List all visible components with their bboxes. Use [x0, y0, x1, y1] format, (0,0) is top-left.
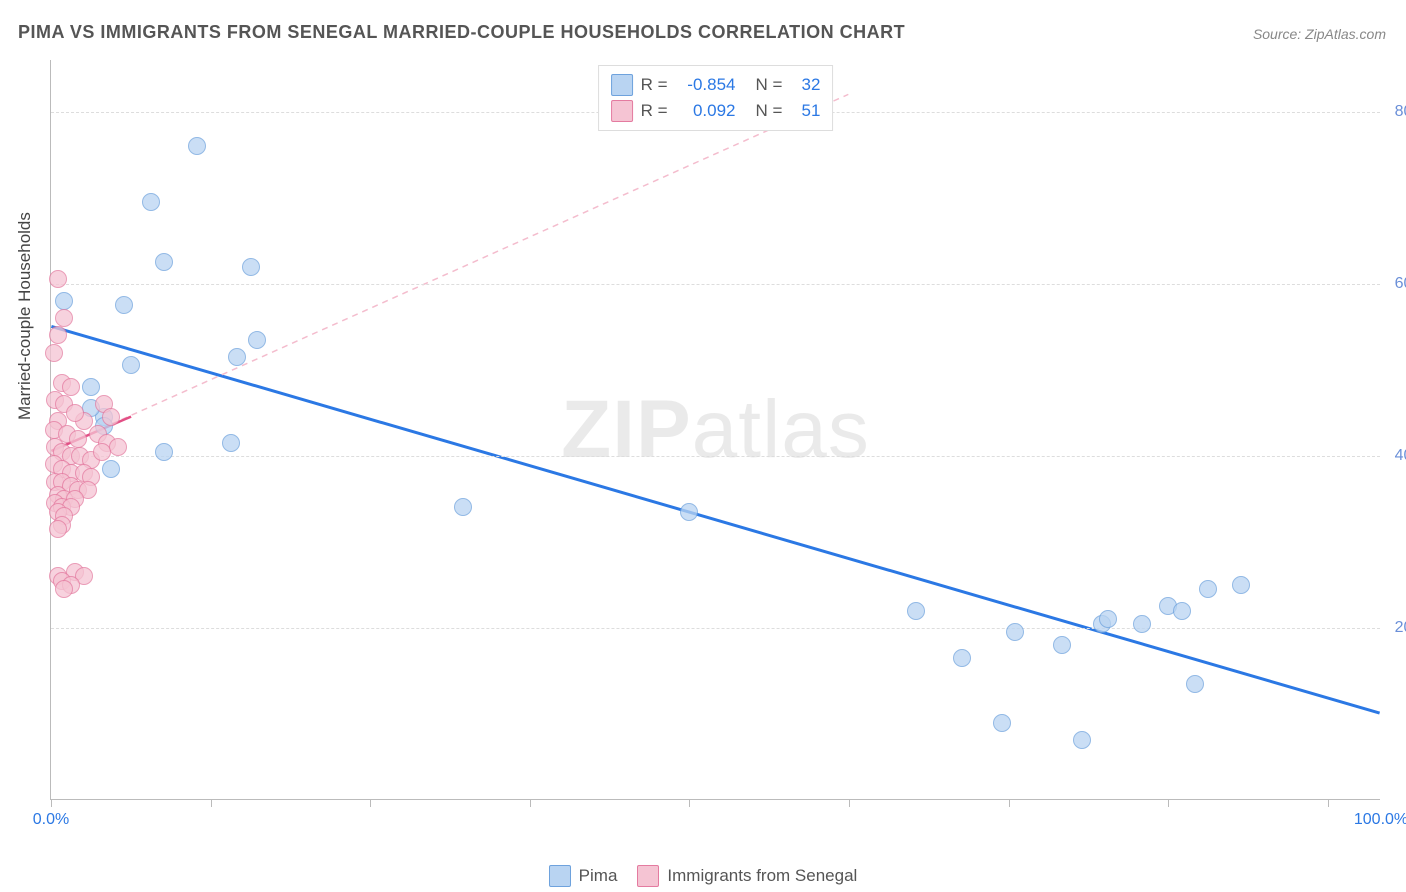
correlation-legend: R = -0.854 N = 32 R = 0.092 N = 51: [598, 65, 834, 131]
data-point: [93, 443, 111, 461]
series-legend: Pima Immigrants from Senegal: [0, 865, 1406, 887]
data-point: [45, 344, 63, 362]
data-point: [82, 378, 100, 396]
data-point: [55, 309, 73, 327]
data-point: [680, 503, 698, 521]
legend-n-value: 51: [790, 101, 820, 121]
x-tick: [530, 799, 531, 807]
x-tick: [370, 799, 371, 807]
data-point: [155, 443, 173, 461]
data-point: [242, 258, 260, 276]
series-legend-item: Pima: [549, 865, 618, 887]
data-point: [1186, 675, 1204, 693]
data-point: [142, 193, 160, 211]
data-point: [454, 498, 472, 516]
y-tick-label: 20.0%: [1385, 619, 1406, 637]
legend-n-label: N =: [756, 101, 783, 121]
data-point: [55, 292, 73, 310]
chart-container: PIMA VS IMMIGRANTS FROM SENEGAL MARRIED-…: [0, 0, 1406, 892]
legend-row: R = -0.854 N = 32: [611, 72, 821, 98]
y-tick-label: 80.0%: [1385, 103, 1406, 121]
data-point: [115, 296, 133, 314]
legend-r-value: -0.854: [676, 75, 736, 95]
trend-lines-layer: [51, 60, 1380, 799]
data-point: [1232, 576, 1250, 594]
legend-swatch: [611, 100, 633, 122]
data-point: [188, 137, 206, 155]
legend-swatch: [549, 865, 571, 887]
legend-r-label: R =: [641, 75, 668, 95]
data-point: [109, 438, 127, 456]
data-point: [62, 378, 80, 396]
series-legend-label: Immigrants from Senegal: [667, 866, 857, 886]
data-point: [102, 408, 120, 426]
x-tick: [1168, 799, 1169, 807]
series-legend-item: Immigrants from Senegal: [637, 865, 857, 887]
y-axis-label: Married-couple Households: [15, 212, 35, 420]
gridline: [51, 628, 1380, 629]
data-point: [993, 714, 1011, 732]
data-point: [66, 404, 84, 422]
data-point: [49, 326, 67, 344]
x-tick: [689, 799, 690, 807]
y-tick-label: 40.0%: [1385, 447, 1406, 465]
data-point: [49, 270, 67, 288]
data-point: [907, 602, 925, 620]
data-point: [953, 649, 971, 667]
legend-n-value: 32: [790, 75, 820, 95]
data-point: [1133, 615, 1151, 633]
data-point: [122, 356, 140, 374]
data-point: [155, 253, 173, 271]
gridline: [51, 284, 1380, 285]
data-point: [102, 460, 120, 478]
data-point: [69, 430, 87, 448]
legend-row: R = 0.092 N = 51: [611, 98, 821, 124]
source-label: Source: ZipAtlas.com: [1253, 26, 1386, 42]
x-tick: [849, 799, 850, 807]
series-legend-label: Pima: [579, 866, 618, 886]
watermark: ZIPatlas: [561, 383, 870, 477]
data-point: [1199, 580, 1217, 598]
x-tick-label-left: 0.0%: [33, 811, 69, 829]
data-point: [1099, 610, 1117, 628]
x-tick: [1328, 799, 1329, 807]
legend-swatch: [637, 865, 659, 887]
data-point: [49, 520, 67, 538]
plot-area: ZIPatlas R =-0.854N =32R =0.092N =51 20.…: [50, 60, 1380, 800]
legend-r-label: R =: [641, 101, 668, 121]
data-point: [222, 434, 240, 452]
x-tick: [51, 799, 52, 807]
x-tick: [211, 799, 212, 807]
data-point: [55, 580, 73, 598]
x-tick: [1009, 799, 1010, 807]
legend-swatch: [611, 74, 633, 96]
x-tick-label-right: 100.0%: [1354, 811, 1406, 829]
data-point: [1053, 636, 1071, 654]
data-point: [228, 348, 246, 366]
legend-n-label: N =: [756, 75, 783, 95]
y-tick-label: 60.0%: [1385, 275, 1406, 293]
legend-r-value: 0.092: [676, 101, 736, 121]
chart-title: PIMA VS IMMIGRANTS FROM SENEGAL MARRIED-…: [18, 22, 905, 43]
data-point: [1073, 731, 1091, 749]
data-point: [248, 331, 266, 349]
data-point: [1006, 623, 1024, 641]
data-point: [1173, 602, 1191, 620]
gridline: [51, 456, 1380, 457]
